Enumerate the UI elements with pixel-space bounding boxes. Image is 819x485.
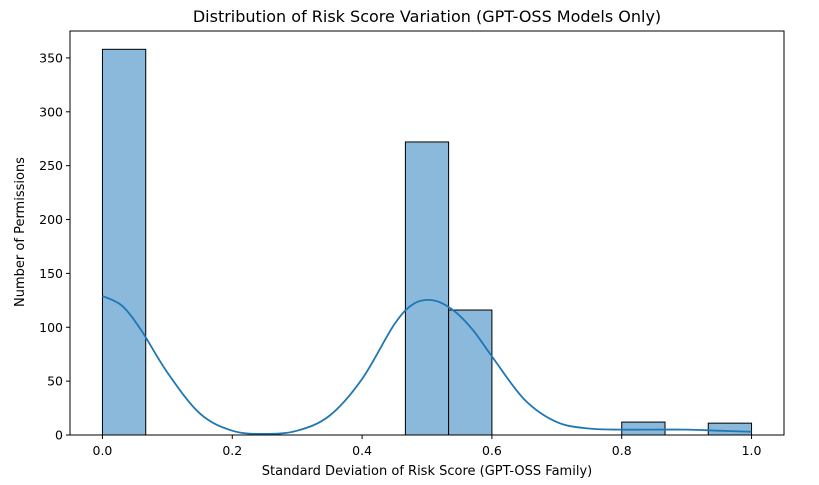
y-tick-label: 100 <box>39 320 63 335</box>
y-tick-label: 350 <box>39 50 63 65</box>
y-tick-label: 50 <box>47 374 63 389</box>
x-tick-label: 0.4 <box>352 443 372 458</box>
x-axis-label: Standard Deviation of Risk Score (GPT-OS… <box>262 464 592 479</box>
plot-frame <box>69 30 785 436</box>
y-tick-label: 150 <box>39 266 63 281</box>
histogram-bars <box>101 48 753 436</box>
x-tick-label: 1.0 <box>742 443 762 458</box>
x-tick-label: 0.2 <box>222 443 242 458</box>
x-tick-label: 0.6 <box>482 443 502 458</box>
y-tick-label: 200 <box>39 212 63 227</box>
y-tick-label: 250 <box>39 158 63 173</box>
kde-line <box>102 295 752 435</box>
chart-title: Distribution of Risk Score Variation (GP… <box>193 7 661 26</box>
axes: 0.0 0.2 0.4 0.6 0.8 1.0 0 50 100 150 200 250 300 350 <box>39 30 785 458</box>
x-tick-label: 0.0 <box>93 443 113 458</box>
histogram-bar <box>101 48 147 436</box>
y-tick-label: 300 <box>39 104 63 119</box>
histogram-bar <box>707 422 753 436</box>
histogram-bar <box>448 309 493 436</box>
x-tick-label: 0.8 <box>612 443 632 458</box>
histogram-bar <box>621 421 666 436</box>
y-axis-label: Number of Permissions <box>13 157 28 307</box>
histogram-bar <box>404 141 450 436</box>
y-tick-label: 0 <box>55 428 63 443</box>
